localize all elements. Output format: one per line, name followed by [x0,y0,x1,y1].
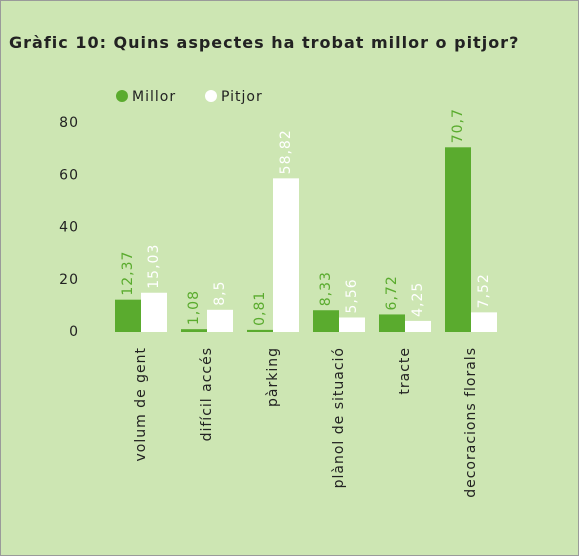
x-tick-label: decoracions florals [463,347,479,498]
y-tick-label: 0 [69,324,79,340]
bar [471,312,497,332]
y-tick-label: 20 [59,272,79,288]
value-label: 5,56 [344,278,360,313]
chart-title: Gràfic 10: Quins aspectes ha trobat mill… [9,33,520,52]
value-label: 8,5 [212,281,228,306]
value-label: 4,25 [410,282,426,317]
bar [141,292,167,332]
y-tick-label: 40 [59,220,79,236]
value-label: 8,33 [318,271,334,306]
x-tick-label: volum de gent [133,347,149,462]
y-tick-label: 60 [59,167,79,183]
value-label: 6,72 [384,275,400,310]
bar [115,299,141,332]
value-label: 15,03 [146,244,162,289]
value-label: 58,82 [278,129,294,174]
bar [247,329,273,332]
bar [273,178,299,332]
legend-label: Pitjor [221,89,263,105]
bar [207,309,233,332]
bar [339,317,365,332]
value-label: 70,7 [450,108,466,143]
value-label: 1,08 [186,290,202,325]
x-tick-label: tracte [397,347,413,395]
value-label: 12,37 [120,251,136,296]
value-label: 7,52 [476,273,492,308]
x-tick-label: plànol de situació [331,347,347,488]
value-label: 0,81 [252,291,268,326]
bar [379,314,405,332]
x-tick-label: difícil accés [199,347,215,441]
bar [313,310,339,332]
legend-swatch [116,90,128,102]
x-tick-label: pàrking [265,347,281,407]
legend-swatch [205,90,217,102]
bar [181,329,207,332]
bar [445,147,471,332]
y-tick-label: 80 [59,115,79,131]
legend-label: Millor [132,89,176,105]
bar [405,320,431,332]
